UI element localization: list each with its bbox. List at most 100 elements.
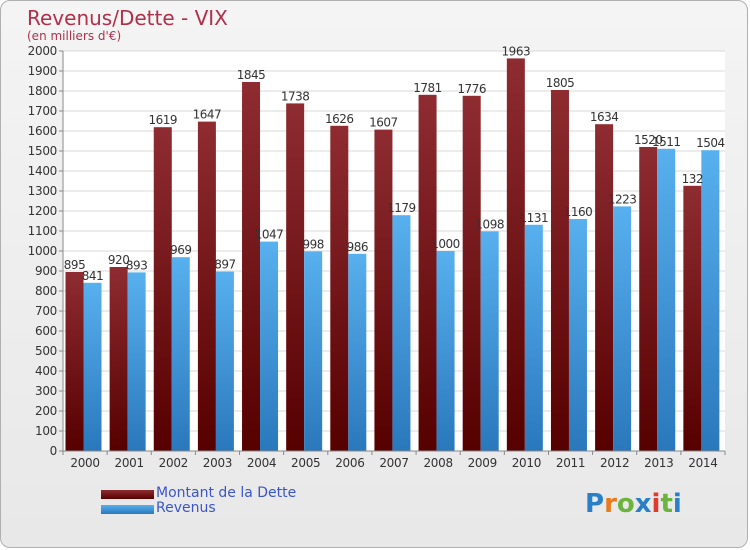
data-label-debt: 1845 xyxy=(237,68,266,82)
x-tick-label: 2007 xyxy=(379,456,408,470)
logo-letter: t xyxy=(660,489,673,519)
bar-revenus xyxy=(127,272,146,451)
y-tick-label: 300 xyxy=(35,384,57,398)
x-tick-label: 2010 xyxy=(512,456,541,470)
data-label-debt: 1607 xyxy=(369,116,398,130)
bar-revenus xyxy=(215,271,234,451)
logo-letter: P xyxy=(585,489,605,519)
data-label-revenus: 1000 xyxy=(431,237,460,251)
data-label-revenus: 1047 xyxy=(255,228,284,242)
y-tick-label: 800 xyxy=(35,284,57,298)
bar-revenus xyxy=(392,215,411,451)
x-tick-label: 2002 xyxy=(159,456,188,470)
data-label-revenus: 1511 xyxy=(652,135,681,149)
x-tick-label: 2006 xyxy=(335,456,364,470)
bar-debt xyxy=(374,129,393,451)
y-tick-label: 1700 xyxy=(28,104,57,118)
y-tick-label: 1300 xyxy=(28,184,57,198)
data-label-revenus: 897 xyxy=(214,258,235,272)
bar-revenus xyxy=(171,257,190,451)
data-label-debt: 895 xyxy=(64,258,85,272)
bar-revenus xyxy=(657,148,676,452)
legend-label-revenus: Revenus xyxy=(156,500,216,516)
data-label-debt: 1963 xyxy=(502,44,531,58)
y-tick-label: 1600 xyxy=(28,124,57,138)
bar-debt xyxy=(550,90,569,451)
logo-letter: i xyxy=(672,489,682,519)
y-tick-label: 1400 xyxy=(28,164,57,178)
x-tick-label: 2003 xyxy=(203,456,232,470)
data-label-debt: 1805 xyxy=(546,76,575,90)
bar-revenus xyxy=(524,224,543,451)
bar-debt xyxy=(242,82,261,451)
y-tick-label: 500 xyxy=(35,344,57,358)
bar-revenus xyxy=(83,282,102,451)
data-label-revenus: 1131 xyxy=(520,211,549,225)
logo-letter: o xyxy=(616,489,635,519)
logo-letter: x xyxy=(634,489,652,519)
x-tick-label: 2014 xyxy=(688,456,717,470)
bar-revenus xyxy=(480,231,499,451)
legend-label-dette: Montant de la Dette xyxy=(156,485,297,501)
data-label-debt: 1619 xyxy=(148,113,177,127)
x-tick-label: 2001 xyxy=(115,456,144,470)
data-label-revenus: 1098 xyxy=(475,217,504,231)
data-label-revenus: 893 xyxy=(126,258,147,272)
legend-swatch-revenus xyxy=(101,505,154,514)
data-label-revenus: 986 xyxy=(347,240,368,254)
x-tick-label: 2011 xyxy=(556,456,585,470)
y-tick-label: 900 xyxy=(35,264,57,278)
data-label-revenus: 969 xyxy=(170,243,191,257)
x-tick-label: 2005 xyxy=(291,456,320,470)
x-tick-label: 2008 xyxy=(423,456,452,470)
y-tick-label: 1000 xyxy=(28,244,57,258)
y-tick-label: 200 xyxy=(35,404,57,418)
bar-debt xyxy=(639,147,658,451)
x-tick-label: 2009 xyxy=(468,456,497,470)
bar-revenus xyxy=(568,219,587,451)
bar-revenus xyxy=(304,251,323,451)
bar-debt xyxy=(330,125,349,452)
bar-debt xyxy=(462,95,481,452)
chart-subtitle: (en milliers d'€) xyxy=(27,29,122,43)
y-tick-label: 1500 xyxy=(28,144,57,158)
y-tick-label: 600 xyxy=(35,324,57,338)
data-label-revenus: 1160 xyxy=(564,205,593,219)
logo-letter: r xyxy=(604,489,617,519)
bar-debt xyxy=(418,94,437,452)
bar-revenus xyxy=(701,150,720,451)
bar-revenus xyxy=(348,253,367,451)
y-tick-label: 0 xyxy=(50,444,57,458)
bar-debt xyxy=(506,58,525,452)
bar-debt xyxy=(286,103,305,452)
data-label-debt: 1647 xyxy=(193,108,222,122)
data-label-revenus: 1504 xyxy=(696,136,725,150)
y-tick-label: 1200 xyxy=(28,204,57,218)
data-label-debt: 1626 xyxy=(325,112,354,126)
y-tick-label: 2000 xyxy=(28,44,57,58)
data-label-debt: 1738 xyxy=(281,89,310,103)
data-label-revenus: 998 xyxy=(302,237,323,251)
y-tick-label: 400 xyxy=(35,364,57,378)
y-tick-label: 1100 xyxy=(28,224,57,238)
x-tick-label: 2012 xyxy=(600,456,629,470)
data-label-revenus: 1223 xyxy=(608,192,637,206)
bar-debt xyxy=(595,124,614,451)
y-tick-label: 1800 xyxy=(28,84,57,98)
x-tick-label: 2013 xyxy=(644,456,673,470)
logo-letter: i xyxy=(651,489,661,519)
bar-revenus xyxy=(436,251,455,451)
x-tick-label: 2000 xyxy=(70,456,99,470)
data-label-debt: 1520 xyxy=(634,133,663,147)
y-tick-label: 700 xyxy=(35,304,57,318)
bar-debt xyxy=(153,127,172,451)
y-tick-label: 100 xyxy=(35,424,57,438)
data-label-debt: 132 xyxy=(682,172,703,186)
chart-title: Revenus/Dette - VIX xyxy=(27,6,228,30)
proxiti-logo: Proxiti xyxy=(585,489,682,519)
data-label-debt: 1781 xyxy=(413,81,442,95)
bar-debt xyxy=(109,267,128,451)
data-label-debt: 920 xyxy=(108,253,129,267)
bar-chart: 0 100 200 300 400 500 600 700 800 900 1000 1100 1200… xyxy=(28,44,726,470)
